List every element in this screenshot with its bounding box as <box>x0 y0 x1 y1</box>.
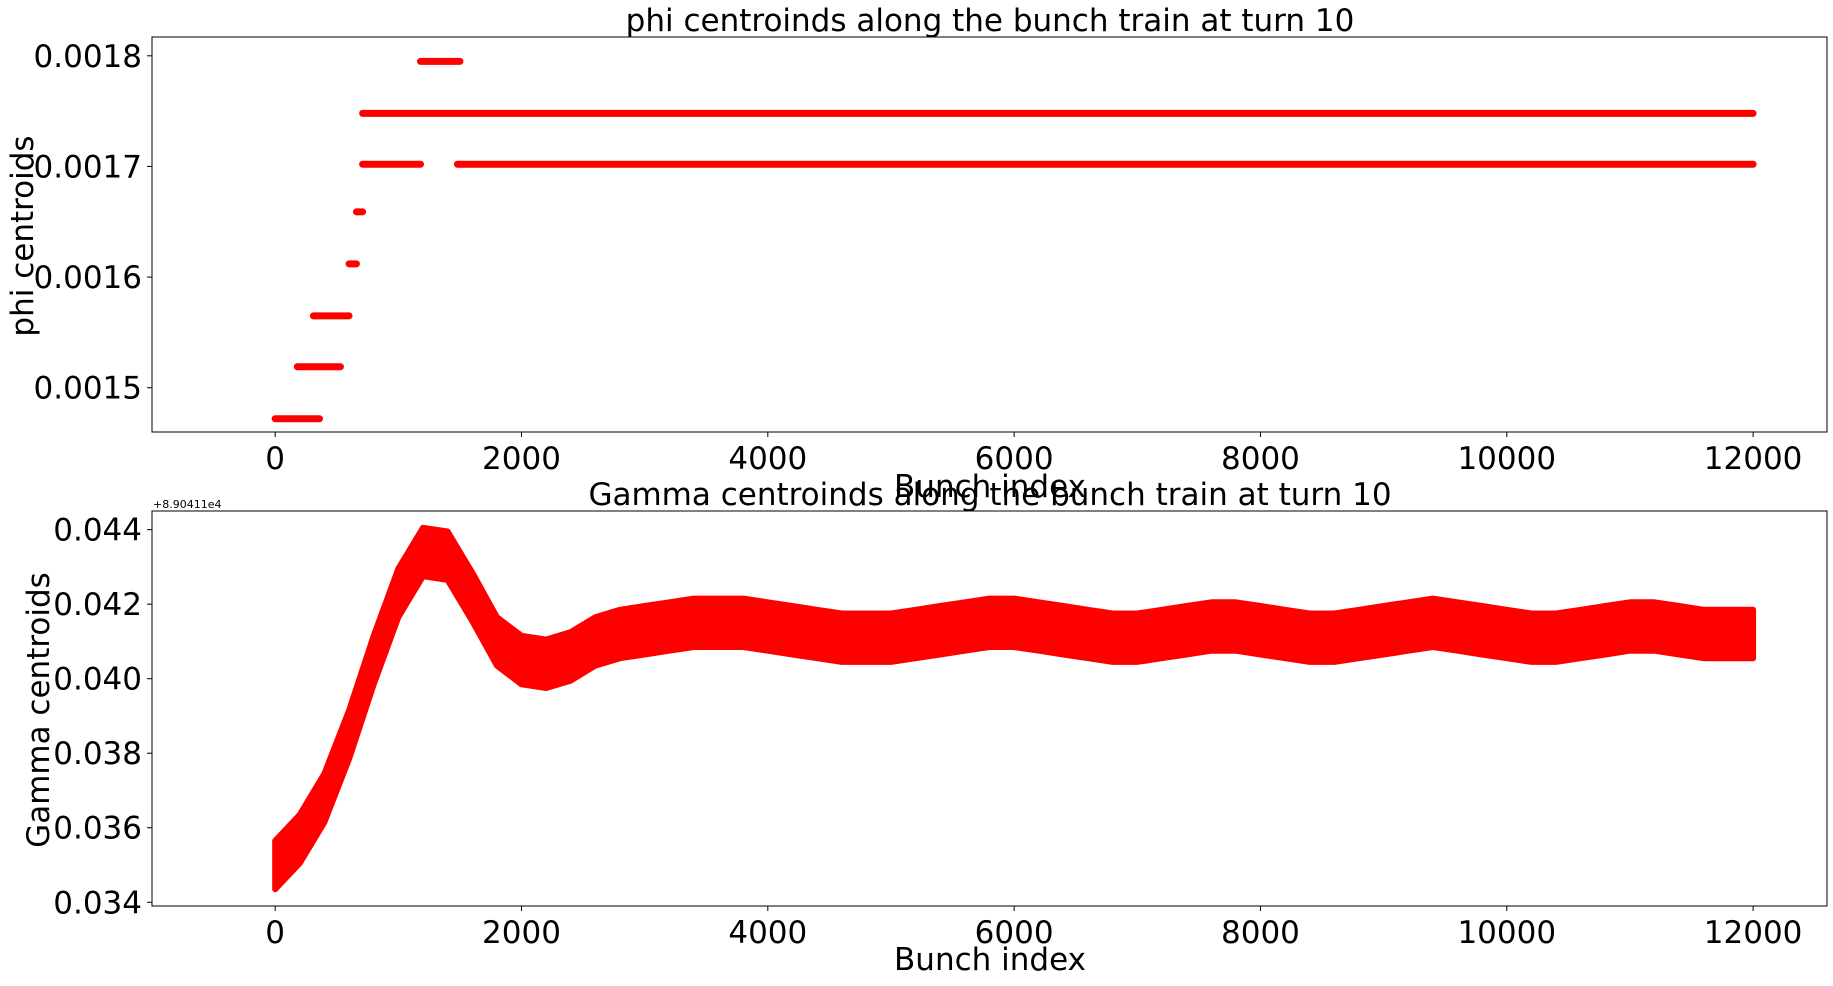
gamma-chart-title: Gamma centroinds along the bunch train a… <box>588 477 1391 513</box>
gamma-x-tick-label: 4000 <box>728 915 807 951</box>
phi-y-tick-label: 0.0018 <box>34 39 142 75</box>
phi-x-tick-label: 8000 <box>1221 441 1300 477</box>
phi-x-tick-label: 10000 <box>1457 441 1556 477</box>
gamma-x-tick-label: 6000 <box>975 915 1054 951</box>
gamma-axes-frame <box>151 510 1828 907</box>
phi-y-axis-label: phi centroids <box>5 135 41 336</box>
plot-layer: 0 2000 4000 6000 8000 10000 12000 0.0015 0.0016 0… <box>34 36 1828 951</box>
phi-chart-title: phi centroinds along the bunch train at … <box>626 3 1355 39</box>
gamma-y-tick-label: 0.034 <box>53 885 142 921</box>
phi-plot-area: 0 2000 4000 6000 8000 10000 12000 0.0015 0.0016 0… <box>34 36 1828 477</box>
gamma-x-tick-label: 0 <box>265 915 285 951</box>
gamma-x-tick-label: 10000 <box>1457 915 1556 951</box>
gamma-x-tick-label: 8000 <box>1221 915 1300 951</box>
gamma-y-tick-label: 0.036 <box>53 811 142 847</box>
phi-x-axis-label: Bunch index <box>894 469 1086 505</box>
gamma-y-axis-label: Gamma centroids <box>21 572 57 848</box>
phi-x-tick-label: 2000 <box>482 441 561 477</box>
gamma-x-axis-label: Bunch index <box>894 942 1086 978</box>
gamma-series <box>272 524 1757 893</box>
gamma-x-tick-label: 2000 <box>482 915 561 951</box>
phi-axes-frame <box>151 36 1828 433</box>
gamma-y-offset-label: +8.90411e4 <box>153 498 221 511</box>
phi-x-tick-label: 4000 <box>728 441 807 477</box>
phi-y-tick-label: 0.0015 <box>34 371 142 407</box>
phi-x-tick-label: 0 <box>265 441 285 477</box>
phi-x-tick-label: 12000 <box>1704 441 1803 477</box>
gamma-y-tick-label: 0.044 <box>53 513 142 549</box>
phi-y-tick-label: 0.0016 <box>34 260 142 296</box>
gamma-y-tick-label: 0.038 <box>53 736 142 772</box>
gamma-band <box>272 524 1757 893</box>
phi-x-tick-label: 6000 <box>975 441 1054 477</box>
phi-series <box>271 57 1757 423</box>
gamma-y-tick-label: 0.042 <box>53 587 142 623</box>
gamma-series-line <box>274 550 1754 867</box>
gamma-x-tick-label: 12000 <box>1704 915 1803 951</box>
phi-y-tick-label: 0.0017 <box>34 149 142 185</box>
gamma-y-tick-label: 0.040 <box>53 662 142 698</box>
gamma-plot-area: 0 2000 4000 6000 8000 10000 12000 0.034 0.036 0.0… <box>53 510 1828 951</box>
